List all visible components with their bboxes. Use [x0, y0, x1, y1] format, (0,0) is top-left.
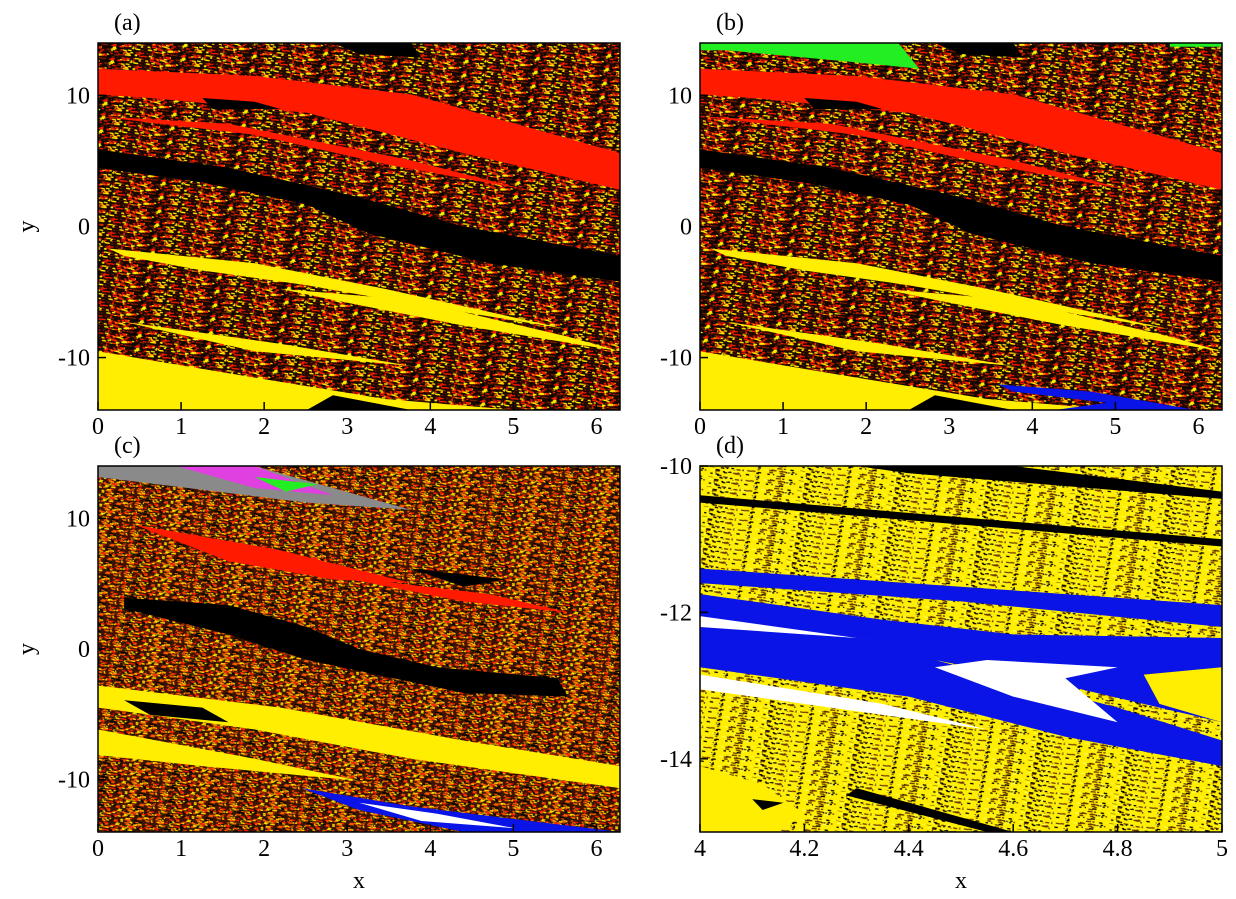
basin-region [332, 575, 568, 613]
basin-region [98, 729, 359, 781]
x-tick-label: 4.2 [789, 836, 819, 862]
basin-region [700, 766, 805, 832]
basin-region [411, 568, 506, 587]
y-tick-label: -10 [660, 454, 692, 480]
basin-region [306, 395, 412, 410]
x-tick-label: 3 [943, 414, 955, 440]
basin-region [108, 248, 568, 330]
y-tick-label: -10 [660, 346, 692, 372]
basin-region [700, 68, 1222, 190]
y-tick-label: 10 [66, 83, 90, 109]
basin-region [1143, 667, 1222, 723]
basin-region [846, 788, 1014, 832]
basin-region [856, 466, 1222, 499]
y-tick-label: 10 [668, 83, 692, 109]
basin-region [752, 799, 784, 810]
basin-region [124, 700, 229, 723]
x-axis-label: x [955, 868, 967, 894]
basin-image [98, 466, 620, 832]
basin-region [700, 351, 1118, 410]
y-tick-label: -14 [660, 747, 692, 773]
panel-label: (b) [716, 10, 744, 36]
x-tick-label: 5 [507, 836, 519, 862]
x-tick-label: 1 [175, 414, 187, 440]
x-tick-label: 1 [175, 836, 187, 862]
y-tick-label: 0 [78, 215, 90, 241]
basin-region [700, 674, 988, 730]
basin-region [934, 660, 1118, 723]
basin-region [997, 384, 1196, 410]
basin-region [934, 43, 1024, 58]
basin-region [700, 616, 909, 646]
basin-region [124, 321, 412, 366]
x-tick-label: 3 [341, 414, 353, 440]
basin-image [700, 43, 1222, 410]
basin-region [726, 321, 1014, 366]
basin-region [98, 685, 620, 789]
basin-image [700, 466, 1222, 832]
basin-region [124, 597, 568, 697]
x-tick-label: 6 [590, 414, 602, 440]
basin-region [804, 98, 883, 110]
x-tick-label: 0 [694, 414, 706, 440]
x-axis-label: x [353, 868, 365, 894]
y-tick-label: -10 [58, 768, 90, 794]
x-tick-label: 5 [1109, 414, 1121, 440]
y-tick-label: -12 [660, 600, 692, 626]
panel: 0 1 2 3 4 5 6 -10 0 10 (b) [660, 10, 1223, 440]
panel-label: (c) [114, 433, 141, 459]
basin-region [280, 288, 620, 352]
x-tick-label: 1 [777, 414, 789, 440]
panel: 0 1 2 3 4 5 6 -10 0 10 (c) x y [14, 433, 621, 894]
panel: 0 1 2 3 4 5 6 -10 0 10 (a) y [14, 10, 621, 440]
x-tick-label: 4 [424, 414, 436, 440]
basin-region [202, 98, 281, 110]
basin-region [254, 477, 318, 492]
basin-region [908, 395, 1014, 410]
x-tick-label: 4.4 [894, 836, 924, 862]
y-tick-label: 10 [66, 506, 90, 532]
basin-region [98, 351, 516, 410]
basin-region [700, 568, 1222, 627]
basin-region [359, 802, 516, 829]
basin-region [98, 68, 620, 190]
y-tick-label: 0 [680, 215, 692, 241]
x-tick-label: 2 [258, 836, 270, 862]
basin-region [710, 248, 1170, 330]
x-tick-label: 4.8 [1103, 836, 1133, 862]
basin-region [700, 149, 1222, 282]
basin-region [882, 288, 1222, 352]
basin-region [134, 524, 412, 584]
x-tick-label: 0 [92, 836, 104, 862]
y-tick-label: -10 [58, 346, 90, 372]
basin-region [700, 43, 920, 69]
x-tick-label: 4.6 [998, 836, 1028, 862]
basin-region [700, 495, 1222, 547]
panel-label: (d) [716, 433, 744, 459]
x-tick-label: 6 [1192, 414, 1204, 440]
basin-region [700, 594, 1222, 767]
basin-region [332, 43, 422, 58]
basin-region [98, 149, 620, 282]
x-tick-label: 2 [258, 414, 270, 440]
x-tick-label: 6 [590, 836, 602, 862]
y-axis-label: y [14, 221, 40, 233]
y-axis-label: y [14, 643, 40, 655]
y-tick-label: 0 [78, 637, 90, 663]
x-tick-label: 4 [694, 836, 706, 862]
x-tick-label: 0 [92, 414, 104, 440]
panel-label: (a) [114, 10, 141, 36]
basin-region [1169, 43, 1222, 47]
x-tick-label: 3 [341, 836, 353, 862]
basin-image [98, 43, 620, 410]
x-tick-label: 5 [1216, 836, 1228, 862]
panel: 4 4.2 4.4 4.6 4.8 5 -14 -12 -10 (d) x [660, 433, 1228, 894]
x-tick-label: 4 [424, 836, 436, 862]
x-tick-label: 4 [1026, 414, 1038, 440]
x-tick-label: 2 [860, 414, 872, 440]
plot-frame [699, 465, 1223, 833]
x-tick-label: 5 [507, 414, 519, 440]
